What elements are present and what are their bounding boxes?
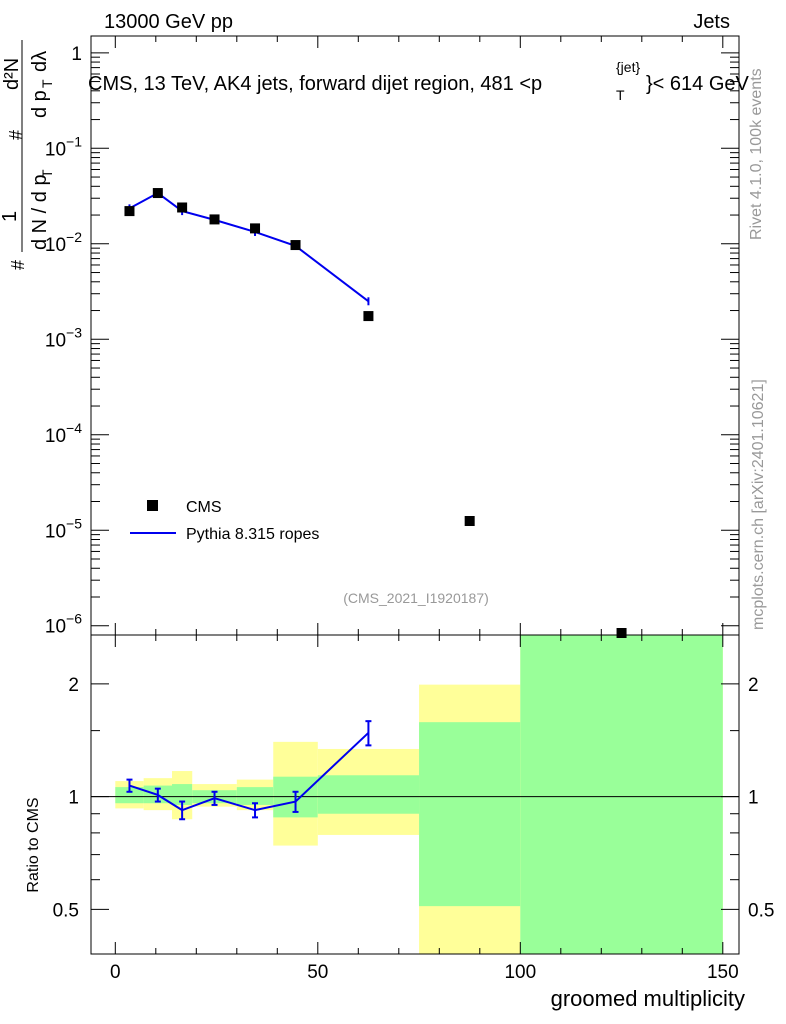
band-inner-8 bbox=[520, 635, 723, 954]
main-axis-ticks: 1 10−1 10−2 10−3 10−4 10−5 10−6 bbox=[45, 36, 739, 638]
main-ytick-label: 1 bbox=[71, 44, 82, 65]
cms-data-point bbox=[177, 202, 188, 213]
band-inner-6 bbox=[317, 775, 420, 814]
main-ytick-label: 10−1 bbox=[45, 133, 82, 160]
main-ytick-label: 10−4 bbox=[45, 420, 82, 447]
main-mc-series bbox=[128, 189, 370, 306]
cms-data-point bbox=[124, 206, 135, 217]
y-label-hash-1: # bbox=[8, 260, 28, 270]
band-inner-2 bbox=[172, 784, 193, 805]
rivet-version-label: Rivet 4.1.0, 100k events bbox=[748, 68, 765, 240]
mcplots-label: mcplots.cern.ch [arXiv:2401.10621] bbox=[750, 379, 767, 630]
band-inner-0 bbox=[115, 787, 144, 804]
ratio-mc-series bbox=[126, 720, 372, 821]
y-label-hash-2: # bbox=[6, 130, 26, 140]
x-tick-label: 50 bbox=[307, 962, 328, 983]
x-tick-label: 150 bbox=[707, 962, 739, 983]
main-ytick-label: 10−6 bbox=[45, 611, 82, 638]
y-label-denominator-2-lambda: dλ bbox=[29, 51, 51, 72]
y-label-denominator-2: d p bbox=[29, 90, 51, 118]
cms-data-point bbox=[209, 214, 220, 225]
ratio-axis-ticks: 0.5 0.5 1 1 2 2 0 50 100 150 bbox=[53, 635, 774, 983]
x-tick-label: 100 bbox=[504, 962, 536, 983]
plot-title-subscript: T bbox=[616, 87, 625, 103]
ratio-ytick-label-left: 0.5 bbox=[53, 900, 79, 921]
main-ytick-label: 10−5 bbox=[45, 515, 82, 542]
ratio-ytick-label-right: 2 bbox=[748, 675, 759, 696]
y-label-numerator-1: 1 bbox=[0, 211, 21, 222]
cms-data-point bbox=[464, 516, 475, 527]
main-ytick-label: 10−3 bbox=[45, 324, 82, 351]
pythia-line bbox=[128, 191, 370, 303]
plot-title-suffix: }< 614 GeV bbox=[646, 73, 750, 95]
main-plot-frame bbox=[90, 35, 740, 636]
x-axis-label: groomed multiplicity bbox=[551, 986, 745, 1011]
band-inner-4 bbox=[236, 787, 274, 805]
legend: CMS Pythia 8.315 ropes bbox=[130, 499, 319, 543]
ratio-uncertainty-bands bbox=[91, 635, 739, 954]
y-label-denominator-sub: T bbox=[39, 169, 55, 178]
energy-label: 13000 GeV pp bbox=[104, 11, 233, 33]
ratio-ytick-label-left: 1 bbox=[68, 788, 79, 809]
ratio-y-axis-label: Ratio to CMS bbox=[25, 797, 42, 892]
y-label-numerator-2: d²N bbox=[1, 58, 23, 90]
main-data-series bbox=[124, 188, 627, 638]
cms-data-point bbox=[363, 311, 374, 322]
ratio-ytick-label-right: 1 bbox=[748, 788, 759, 809]
y-label-denominator-2-sub: T bbox=[39, 79, 55, 88]
cms-data-point bbox=[616, 628, 627, 638]
ratio-ytick-label-right: 0.5 bbox=[748, 900, 774, 921]
main-y-axis-label: # 1 d N / d p T # d²N d p T dλ bbox=[0, 40, 55, 270]
ratio-ytick-label-left: 2 bbox=[68, 675, 79, 696]
band-inner-7 bbox=[419, 722, 521, 907]
ratio-plot-frame bbox=[90, 634, 740, 955]
main-ytick-label: 10−2 bbox=[45, 229, 82, 256]
cms-data-point bbox=[152, 188, 163, 199]
category-label: Jets bbox=[693, 11, 730, 33]
plot-title: CMS, 13 TeV, AK4 jets, forward dijet reg… bbox=[88, 59, 750, 103]
x-tick-label: 0 bbox=[110, 962, 121, 983]
y-label-denominator-1: d N / d p bbox=[29, 174, 51, 250]
legend-label-pythia: Pythia 8.315 ropes bbox=[186, 526, 319, 543]
cms-data-point bbox=[290, 240, 301, 251]
analysis-id-label: (CMS_2021_I1920187) bbox=[343, 590, 489, 606]
legend-label-cms: CMS bbox=[186, 499, 222, 516]
plot-title-prefix: CMS, 13 TeV, AK4 jets, forward dijet reg… bbox=[88, 73, 542, 95]
cms-data-point bbox=[250, 223, 261, 234]
plot-title-superscript: {jet} bbox=[616, 59, 640, 75]
legend-marker-cms bbox=[147, 500, 158, 511]
